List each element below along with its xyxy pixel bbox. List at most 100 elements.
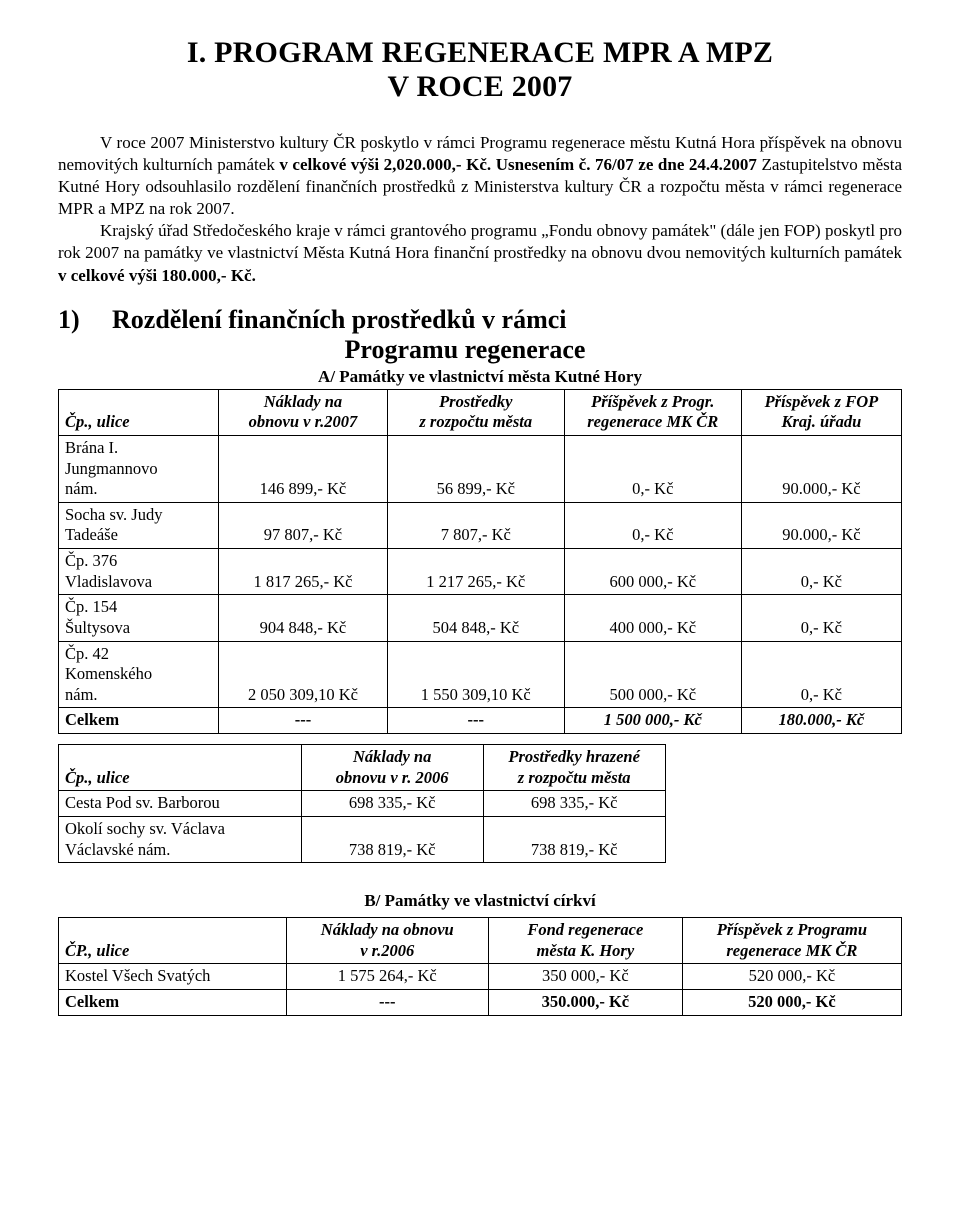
- cell-label: Celkem: [59, 990, 287, 1016]
- cell-value: 738 819,- Kč: [483, 816, 665, 862]
- cell-label: Celkem: [59, 708, 219, 734]
- cell-value: 2 050 309,10 Kč: [219, 641, 388, 708]
- table-header: Čp., ulice: [59, 389, 219, 435]
- txt: Vladislavova: [65, 572, 152, 591]
- table-header: Čp., ulice: [59, 745, 302, 791]
- cell-label: Brána I. Jungmannovonám.: [59, 435, 219, 502]
- hdr: ČP., ulice: [65, 941, 129, 960]
- section-1-heading: 1)Rozdělení finančních prostředků v rámc…: [58, 305, 902, 365]
- hdr: obnovu v r. 2006: [336, 768, 449, 787]
- cell-label: Okolí sochy sv. VáclavaVáclavské nám.: [59, 816, 302, 862]
- hdr: z rozpočtu města: [419, 412, 532, 431]
- table-row: Socha sv. JudyTadeáše 97 807,- Kč 7 807,…: [59, 502, 902, 548]
- table-header: Příšpěvek z Progr.regenerace MK ČR: [564, 389, 741, 435]
- cell-label: Čp. 376Vladislavova: [59, 549, 219, 595]
- table-header: Náklady na obnovu v r.2006: [286, 918, 488, 964]
- txt: Václavské nám.: [65, 840, 170, 859]
- hdr: Náklady na: [264, 392, 342, 411]
- table-row: Čp. 376Vladislavova 1 817 265,- Kč 1 217…: [59, 549, 902, 595]
- cell-value: ---: [387, 708, 564, 734]
- cell-value: 1 817 265,- Kč: [219, 549, 388, 595]
- table-row: Čp., ulice Náklady na obnovu v r. 2006 Pr…: [59, 745, 666, 791]
- table-row: Čp. 154Šultysova 904 848,- Kč 504 848,- …: [59, 595, 902, 641]
- hdr: regenerace MK ČR: [587, 412, 718, 431]
- cell-value: 56 899,- Kč: [387, 435, 564, 502]
- cell-value: 90.000,- Kč: [741, 502, 901, 548]
- cell-value: 97 807,- Kč: [219, 502, 388, 548]
- txt: Šultysova: [65, 618, 130, 637]
- txt: Jungmannovo: [65, 459, 158, 478]
- cell-value: 0,- Kč: [564, 502, 741, 548]
- txt: Komenského: [65, 664, 152, 683]
- txt: nám.: [65, 479, 98, 498]
- hdr: regenerace MK ČR: [726, 941, 857, 960]
- hdr: Náklady na: [353, 747, 431, 766]
- table-row-total: Celkem --- --- 1 500 000,- Kč 180.000,- …: [59, 708, 902, 734]
- cell-label: Čp. 154 Šultysova: [59, 595, 219, 641]
- cell-value: 350 000,- Kč: [488, 964, 682, 990]
- hdr: v r.2006: [360, 941, 414, 960]
- hdr: města K. Hory: [537, 941, 635, 960]
- cell-value: 698 335,- Kč: [483, 791, 665, 817]
- table-row: ČP., ulice Náklady na obnovu v r.2006 Fon…: [59, 918, 902, 964]
- txt: Čp. 154: [65, 597, 117, 616]
- table-b: ČP., ulice Náklady na obnovu v r.2006 Fon…: [58, 917, 902, 1016]
- cell-value: 0,- Kč: [741, 641, 901, 708]
- table-header: Náklady naobnovu v r.2007: [219, 389, 388, 435]
- hdr: Čp., ulice: [65, 768, 130, 787]
- page-title: I. PROGRAM REGENERACE MPR A MPZ V ROCE 2…: [58, 36, 902, 104]
- cell-value: 500 000,- Kč: [564, 641, 741, 708]
- table-row: Kostel Všech Svatých 1 575 264,- Kč 350 …: [59, 964, 902, 990]
- cell-value: 350.000,- Kč: [488, 990, 682, 1016]
- hdr: Příspěvek z Programu: [717, 920, 867, 939]
- section-1-line2: Programu regenerace: [28, 335, 902, 365]
- table-b-caption: B/ Památky ve vlastnictví církví: [58, 891, 902, 911]
- table-row: Čp. 42Komenskéhonám. 2 050 309,10 Kč 1 5…: [59, 641, 902, 708]
- txt: nám.: [65, 685, 98, 704]
- table-header: Prostředkyz rozpočtu města: [387, 389, 564, 435]
- title-line-2: V ROCE 2007: [58, 70, 902, 104]
- table-a-caption: A/ Památky ve vlastnictví města Kutné Ho…: [58, 367, 902, 387]
- paragraph-1: V roce 2007 Ministerstvo kultury ČR posk…: [58, 132, 902, 220]
- hdr: Kraj. úřadu: [781, 412, 861, 431]
- cell-value: 738 819,- Kč: [301, 816, 483, 862]
- section-1-line1: Rozdělení finančních prostředků v rámci: [112, 305, 567, 334]
- cell-value: 0,- Kč: [741, 549, 901, 595]
- table-header: Náklady na obnovu v r. 2006: [301, 745, 483, 791]
- cell-value: 504 848,- Kč: [387, 595, 564, 641]
- hdr: Prostředky hrazené: [508, 747, 640, 766]
- cell-value: 520 000,- Kč: [682, 964, 901, 990]
- table-row: Cesta Pod sv. Barborou 698 335,- Kč 698 …: [59, 791, 666, 817]
- table-header: Příspěvek z FOPKraj. úřadu: [741, 389, 901, 435]
- table-header: Prostředky hrazenéz rozpočtu města: [483, 745, 665, 791]
- section-1-number: 1): [58, 305, 112, 335]
- cell-value: ---: [219, 708, 388, 734]
- cell-value: 146 899,- Kč: [219, 435, 388, 502]
- title-line-1: I. PROGRAM REGENERACE MPR A MPZ: [187, 36, 773, 69]
- table-header: ČP., ulice: [59, 918, 287, 964]
- cell-value: 698 335,- Kč: [301, 791, 483, 817]
- hdr: Fond regenerace: [527, 920, 643, 939]
- cell-value: 1 217 265,- Kč: [387, 549, 564, 595]
- table-row-total: Celkem --- 350.000,- Kč 520 000,- Kč: [59, 990, 902, 1016]
- cell-value: 7 807,- Kč: [387, 502, 564, 548]
- txt: Čp. 42: [65, 644, 109, 663]
- cell-value: 1 500 000,- Kč: [564, 708, 741, 734]
- txt: Socha sv. Judy: [65, 505, 162, 524]
- table-row: Brána I. Jungmannovonám. 146 899,- Kč 56 …: [59, 435, 902, 502]
- cell-value: 1 575 264,- Kč: [286, 964, 488, 990]
- table-header: Příspěvek z Programu regenerace MK ČR: [682, 918, 901, 964]
- hdr: Náklady na obnovu: [321, 920, 454, 939]
- table-row: Okolí sochy sv. VáclavaVáclavské nám. 73…: [59, 816, 666, 862]
- cell-value: 600 000,- Kč: [564, 549, 741, 595]
- cell-label: Cesta Pod sv. Barborou: [59, 791, 302, 817]
- table-row: Čp., ulice Náklady naobnovu v r.2007 Pro…: [59, 389, 902, 435]
- table-header: Fond regenerace města K. Hory: [488, 918, 682, 964]
- paragraph-2: Krajský úřad Středočeského kraje v rámci…: [58, 220, 902, 286]
- txt: Tadeáše: [65, 525, 118, 544]
- cell-value: 520 000,- Kč: [682, 990, 901, 1016]
- hdr: obnovu v r.2007: [249, 412, 358, 431]
- para1-part-b: v celkové výši 2,020.000,- Kč. Usnesením…: [279, 155, 757, 174]
- txt: Brána I.: [65, 438, 118, 457]
- cell-value: 180.000,- Kč: [741, 708, 901, 734]
